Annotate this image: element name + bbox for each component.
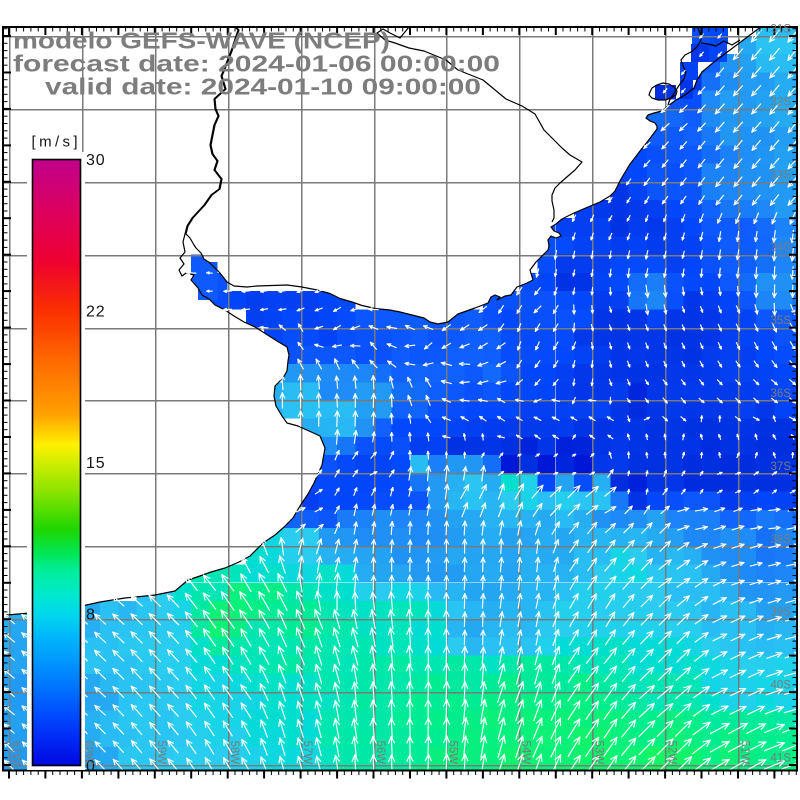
svg-text:36S: 36S	[771, 388, 792, 400]
svg-text:34S: 34S	[771, 242, 792, 254]
svg-text:39S: 39S	[771, 607, 792, 619]
svg-text:40S: 40S	[771, 680, 792, 692]
svg-text:57W: 57W	[301, 741, 313, 765]
svg-text:52W: 52W	[665, 741, 677, 765]
svg-text:56W: 56W	[374, 741, 386, 765]
svg-text:51W: 51W	[738, 741, 750, 765]
svg-text:55W: 55W	[447, 741, 459, 765]
svg-text:37S: 37S	[771, 461, 792, 473]
svg-text:valid date: 2024-01-10 09:00:0: valid date: 2024-01-10 09:00:00	[45, 74, 481, 100]
svg-text:54W: 54W	[520, 741, 532, 765]
svg-text:22: 22	[86, 304, 106, 321]
svg-text:35S: 35S	[771, 315, 792, 327]
svg-text:61W: 61W	[9, 741, 21, 765]
svg-text:forecast date: 2024-01-06 00:0: forecast date: 2024-01-06 00:00:00	[13, 51, 500, 77]
svg-text:59W: 59W	[155, 741, 167, 765]
svg-text:0: 0	[86, 758, 96, 775]
svg-text:60W: 60W	[82, 741, 94, 765]
svg-text:8: 8	[86, 607, 96, 624]
svg-text:15: 15	[86, 455, 106, 472]
svg-text:53W: 53W	[593, 741, 605, 765]
svg-text:32S: 32S	[771, 96, 792, 108]
svg-text:41S: 41S	[771, 753, 792, 765]
svg-text:38S: 38S	[771, 534, 792, 546]
svg-text:modelo GEFS-WAVE (NCEP): modelo GEFS-WAVE (NCEP)	[13, 28, 390, 54]
svg-text:58W: 58W	[228, 741, 240, 765]
svg-text:33S: 33S	[771, 169, 792, 181]
svg-text:31S: 31S	[771, 24, 792, 36]
svg-text:30: 30	[86, 152, 106, 169]
svg-text:[m/s]: [m/s]	[32, 134, 82, 151]
